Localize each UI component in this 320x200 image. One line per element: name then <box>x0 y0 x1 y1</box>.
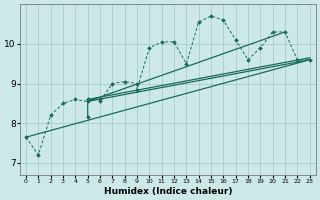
X-axis label: Humidex (Indice chaleur): Humidex (Indice chaleur) <box>104 187 232 196</box>
